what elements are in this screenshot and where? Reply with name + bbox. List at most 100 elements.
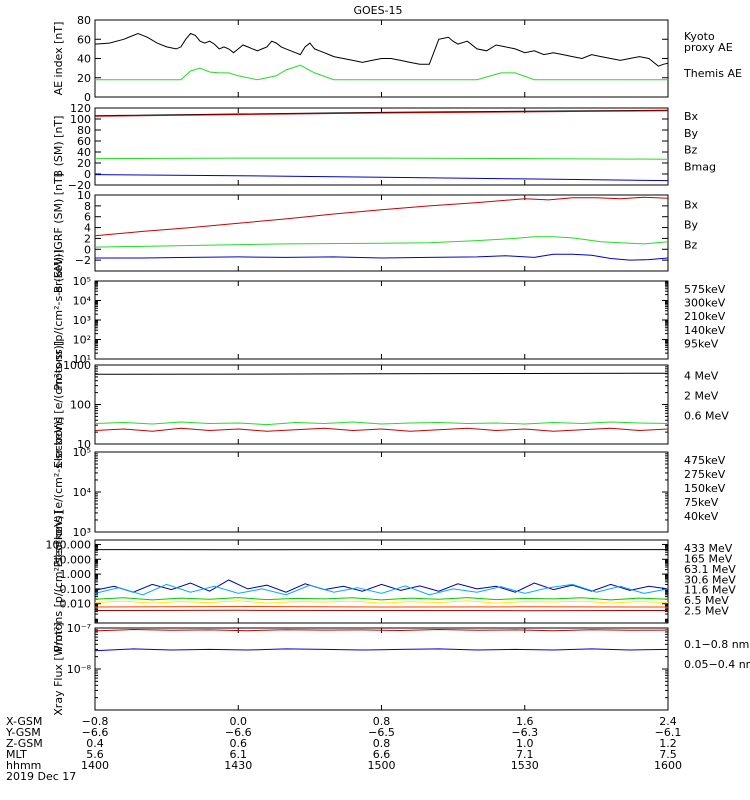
y-tick-label: 0.010 — [60, 598, 92, 611]
x-tick-label: −6.1 — [655, 726, 682, 739]
y-axis-label: Electrons [e/(cm²-s-sr)] — [52, 341, 65, 468]
series-line-2-2 — [95, 110, 668, 117]
legend-entry: 165 MeV — [684, 552, 733, 565]
y-tick-label: 100.000 — [46, 538, 92, 551]
panel-frame — [94, 280, 669, 360]
y-axis-label: Electrons [e/(cm²-s-sr-keV)] — [52, 417, 65, 568]
series-line-2-4 — [95, 174, 668, 182]
series-line-5-1 — [95, 372, 668, 375]
x-tick-label: −6.3 — [511, 726, 538, 739]
series-line-5-2 — [95, 421, 668, 426]
legend-entry: 40keV — [684, 510, 719, 523]
panel-frame — [94, 364, 669, 445]
x-row-label: X-GSM — [6, 715, 42, 728]
x-tick-label: 1.0 — [516, 737, 534, 750]
y-tick-label: 10² — [73, 334, 91, 347]
legend-entry: Bx — [684, 110, 699, 123]
y-axis-label: Protons [p/(cm²-s-sr-keV)] — [52, 511, 65, 652]
legend-entry: 275keV — [684, 468, 726, 481]
legend-entry: 0.1−0.8 nm — [684, 638, 749, 651]
legend-entry: proxy AE — [684, 41, 733, 54]
x-row-label: MLT — [6, 748, 27, 761]
x-tick-label: 6.6 — [373, 748, 391, 761]
y-tick-label: 10⁵ — [73, 275, 91, 288]
panel-frame — [94, 627, 669, 711]
y-axis-label: Protons [p/(cm²-s-sr-keV)] — [52, 249, 65, 390]
legend-entry: 575keV — [684, 283, 726, 296]
series-line-7-3 — [95, 583, 668, 596]
x-tick-label: 5.6 — [86, 748, 104, 761]
series-line-1-1 — [95, 64, 668, 81]
legend-entry: By — [684, 219, 699, 232]
y-tick-label: 10³ — [73, 526, 91, 539]
x-tick-label: 1400 — [81, 759, 109, 772]
legend-2: Bx By Bz Bmag — [684, 110, 716, 173]
date-label: 2019 Dec 17 — [6, 770, 76, 783]
y-tick-label: 8 — [84, 200, 91, 213]
y-tick-label: 120 — [70, 102, 91, 115]
y-tick-label: 0 — [84, 243, 91, 256]
panel-4: 10¹ 10² 10³ 10⁴ 10⁵ Protons [p/(cm²-s-sr-keV)… — [52, 249, 726, 390]
x-tick-label: 7.5 — [659, 748, 677, 761]
x-tick-label: 1600 — [654, 759, 682, 772]
legend-entry: 2 MeV — [684, 389, 719, 402]
series-line-7-6 — [95, 605, 668, 608]
legend-8: 0.1−0.8 nm 0.05−0.4 nm — [684, 638, 750, 671]
x-row-label: hhmm — [6, 759, 41, 772]
y-tick-label: 2 — [84, 232, 91, 245]
series-line-7-4 — [95, 597, 668, 601]
x-tick-label: 1430 — [224, 759, 252, 772]
legend-entry: 2.5 MeV — [684, 605, 729, 618]
x-tick-label: 1.2 — [659, 737, 677, 750]
series-line-1-2 — [95, 32, 668, 67]
legend-entry: By — [684, 127, 699, 140]
legend-5: 4 MeV 2 MeV 0.6 MeV — [684, 369, 729, 422]
x-tick-label: 1530 — [511, 759, 539, 772]
y-tick-label: 100 — [70, 399, 91, 412]
y-tick-label: 10⁵ — [73, 446, 91, 459]
x-tick-label: 1.6 — [516, 715, 534, 728]
series-line-3-3 — [95, 253, 668, 261]
legend-entry: 0.6 MeV — [684, 409, 729, 422]
y-axis-label: B (SM) [nT] — [52, 116, 65, 178]
y-tick-label: 80 — [77, 124, 91, 137]
y-tick-label: −20 — [68, 179, 91, 192]
y-tick-label: 20 — [77, 72, 91, 85]
y-tick-label: 1.000 — [60, 568, 92, 581]
panel-frame — [94, 194, 669, 272]
panel-frame — [94, 451, 669, 533]
series-line-3-2 — [95, 236, 668, 248]
series-line-8-2 — [95, 648, 668, 652]
legend-entry: Bmag — [684, 160, 716, 173]
y-tick-label: 60 — [77, 33, 91, 46]
x-tick-label: 1500 — [368, 759, 396, 772]
legend-3: Bx By Bz — [684, 199, 699, 252]
legend-entry: 140keV — [684, 324, 726, 337]
series-line-7-5 — [95, 600, 668, 604]
series-line-8-1 — [95, 628, 668, 632]
y-tick-label: 100 — [70, 113, 91, 126]
x-tick-label: −6.6 — [225, 726, 252, 739]
x-tick-label: 7.1 — [516, 748, 534, 761]
x-axis-table: X-GSMY-GSMZ-GSMMLThhmm−0.8−6.60.45.61400… — [5, 715, 682, 783]
y-tick-label: 10.000 — [53, 553, 92, 566]
y-tick-label: 40 — [77, 53, 91, 66]
legend-entry: 75keV — [684, 496, 719, 509]
y-tick-label: −2 — [75, 254, 91, 267]
y-tick-label: 4 — [84, 222, 91, 235]
series-line-2-3 — [95, 157, 668, 160]
y-tick-label: 0.100 — [60, 583, 92, 596]
legend-entry: 433 MeV — [684, 542, 733, 555]
y-tick-label: 10³ — [73, 314, 91, 327]
y-tick-label: 1000 — [63, 359, 91, 372]
legend-entry: 11.6 MeV — [684, 584, 736, 597]
series-line-2-1 — [95, 109, 668, 117]
legend-entry: 210keV — [684, 310, 726, 323]
legend-entry: Kyoto — [684, 30, 715, 43]
